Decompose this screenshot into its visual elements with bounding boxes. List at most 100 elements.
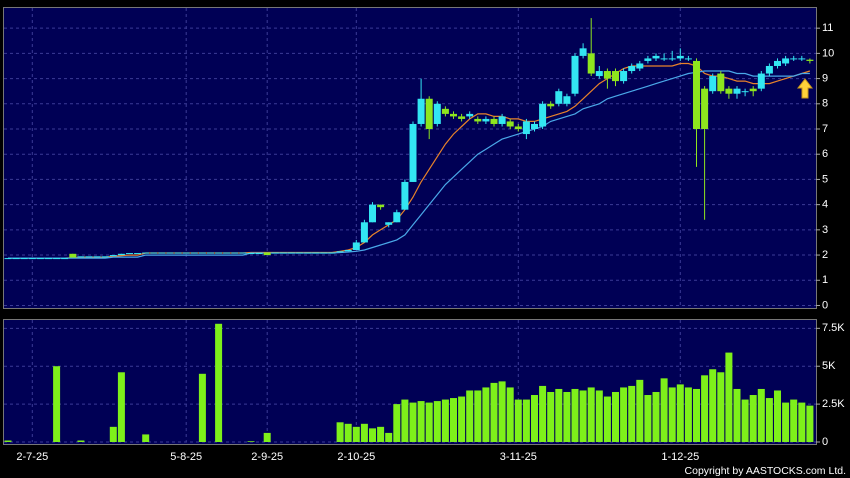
candle-body: [20, 258, 28, 260]
volume-bar: [142, 434, 150, 442]
y-tick-label: 10: [822, 47, 834, 59]
candle-body: [514, 126, 522, 130]
volume-bar: [450, 398, 457, 442]
volume-bar: [571, 388, 579, 442]
candle-body: [806, 59, 814, 61]
volume-bar: [660, 378, 668, 442]
candle-body: [652, 55, 660, 59]
candle-body: [126, 253, 133, 255]
candle-body: [344, 250, 352, 252]
candle-body: [498, 116, 506, 124]
y-tick-label: 0: [822, 299, 828, 311]
candle-body: [425, 98, 433, 130]
candle-body: [571, 55, 579, 94]
candle-body: [458, 116, 466, 119]
candle-body: [725, 88, 733, 94]
candle-body: [369, 204, 376, 223]
x-tick-label: 3-11-25: [500, 451, 537, 463]
volume-bar: [522, 399, 530, 442]
volume-bar: [539, 385, 547, 442]
y-tick-label: 2.5K: [822, 398, 845, 410]
volume-bar: [782, 402, 790, 442]
volume-bar: [441, 399, 449, 442]
candle-body: [53, 258, 61, 260]
y-tick-label: 0: [822, 436, 828, 448]
candle-body: [644, 58, 652, 61]
y-tick-label: 1: [822, 274, 828, 286]
volume-bar: [555, 388, 563, 442]
volume-bar: [77, 440, 85, 442]
volume-bar: [676, 384, 684, 442]
candle-body: [117, 253, 125, 256]
candle-body: [522, 121, 530, 135]
volume-bar: [684, 387, 692, 442]
volume-bar: [498, 381, 506, 442]
candle-body: [377, 204, 385, 208]
volume-bar: [377, 426, 385, 442]
volume-bar: [369, 428, 376, 442]
candle-body: [790, 58, 798, 60]
candle-body: [774, 60, 781, 66]
candle-body: [660, 58, 668, 60]
candle-body: [239, 252, 247, 254]
volume-bar: [433, 401, 441, 442]
candle-body: [223, 252, 231, 254]
volume-bar: [741, 399, 749, 442]
arrow-marker: [796, 78, 814, 99]
volume-bar: [733, 388, 741, 442]
volume-bar: [725, 352, 733, 442]
volume-bar: [628, 385, 636, 442]
candle-body: [328, 252, 336, 254]
candle-body: [466, 113, 474, 117]
volume-bar: [352, 426, 360, 442]
volume-bar: [198, 373, 206, 442]
volume-bar: [806, 405, 814, 442]
candle-body: [109, 255, 117, 257]
volume-bar: [717, 372, 725, 442]
candle-body: [393, 212, 401, 223]
candle-body: [198, 252, 206, 254]
volume-bar: [4, 440, 12, 442]
candle-body: [757, 73, 765, 89]
volume-bar: [401, 399, 409, 442]
candle-body: [45, 258, 52, 260]
y-tick-label: 6: [822, 148, 828, 160]
candle-body: [749, 88, 757, 92]
volume-bar: [263, 432, 271, 442]
volume-bar: [53, 366, 61, 442]
candle-body: [360, 222, 368, 243]
candle-body: [782, 58, 790, 64]
volume-bar: [117, 372, 125, 442]
candle-body: [741, 91, 749, 93]
copyright: Copyright by AASTOCKS.com Ltd.: [685, 465, 846, 477]
candle-body: [28, 258, 36, 260]
candle-body: [612, 71, 619, 82]
volume-bar: [490, 382, 498, 442]
candle-body: [587, 53, 595, 74]
candle-body: [320, 252, 328, 254]
volume-bar: [393, 404, 401, 442]
candle-body: [296, 252, 304, 254]
candle-body: [709, 76, 717, 92]
candle-body: [263, 252, 271, 256]
candle-body: [563, 96, 571, 104]
candle-body: [401, 181, 409, 210]
volume-bar: [215, 323, 223, 442]
candle-body: [279, 252, 287, 254]
candle-body: [620, 71, 628, 82]
x-tick-label: 2-7-25: [16, 451, 48, 463]
x-tick-label: 5-8-25: [170, 451, 202, 463]
candle-body: [142, 252, 150, 254]
candle-body: [765, 65, 773, 74]
y-tick-label: 5: [822, 173, 828, 185]
candle-body: [417, 98, 425, 124]
volume-bar: [458, 396, 466, 442]
candle-body: [579, 48, 587, 56]
candle-body: [555, 91, 563, 104]
x-tick-label: 2-9-25: [251, 451, 283, 463]
candle-body: [409, 123, 417, 182]
candle-body: [69, 253, 77, 258]
volume-bar: [603, 396, 611, 442]
volume-bar: [595, 390, 603, 442]
volume-bar: [774, 390, 781, 442]
